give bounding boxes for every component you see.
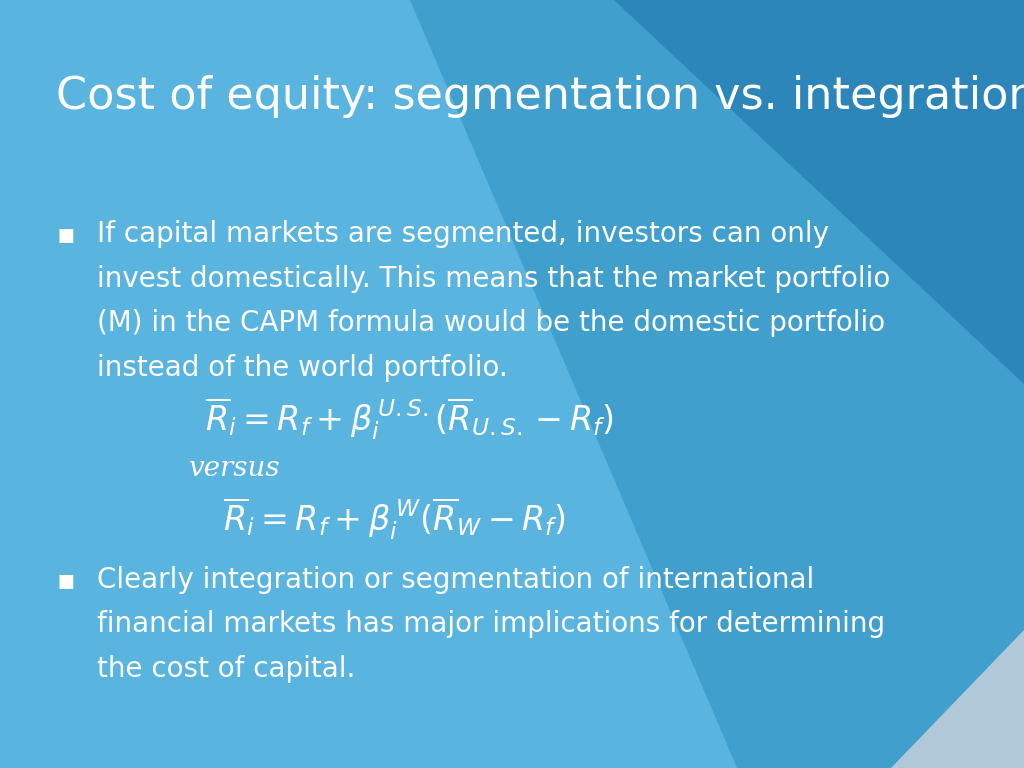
Polygon shape: [410, 0, 1024, 768]
Polygon shape: [891, 630, 1024, 768]
Text: versus: versus: [189, 455, 281, 482]
Text: financial markets has major implications for determining: financial markets has major implications…: [97, 611, 886, 638]
Text: the cost of capital.: the cost of capital.: [97, 655, 355, 683]
Text: $\overline{R}_i = R_f + \beta_i^{\,W}(\overline{R}_{W} - R_f)$: $\overline{R}_i = R_f + \beta_i^{\,W}(\o…: [223, 495, 565, 541]
Polygon shape: [614, 0, 1024, 384]
Text: If capital markets are segmented, investors can only: If capital markets are segmented, invest…: [97, 220, 829, 248]
Text: ▪: ▪: [56, 220, 75, 248]
Text: (M) in the CAPM formula would be the domestic portfolio: (M) in the CAPM formula would be the dom…: [97, 310, 886, 337]
Text: instead of the world portfolio.: instead of the world portfolio.: [97, 354, 508, 382]
Text: $\overline{R}_i = R_f + \beta_i^{\,U.S.}(\overline{R}_{U.S.} - R_f)$: $\overline{R}_i = R_f + \beta_i^{\,U.S.}…: [205, 396, 614, 442]
Text: invest domestically. This means that the market portfolio: invest domestically. This means that the…: [97, 265, 891, 293]
Text: Cost of equity: segmentation vs. integration: Cost of equity: segmentation vs. integra…: [56, 74, 1024, 118]
Text: Clearly integration or segmentation of international: Clearly integration or segmentation of i…: [97, 566, 814, 594]
Text: ▪: ▪: [56, 566, 75, 594]
